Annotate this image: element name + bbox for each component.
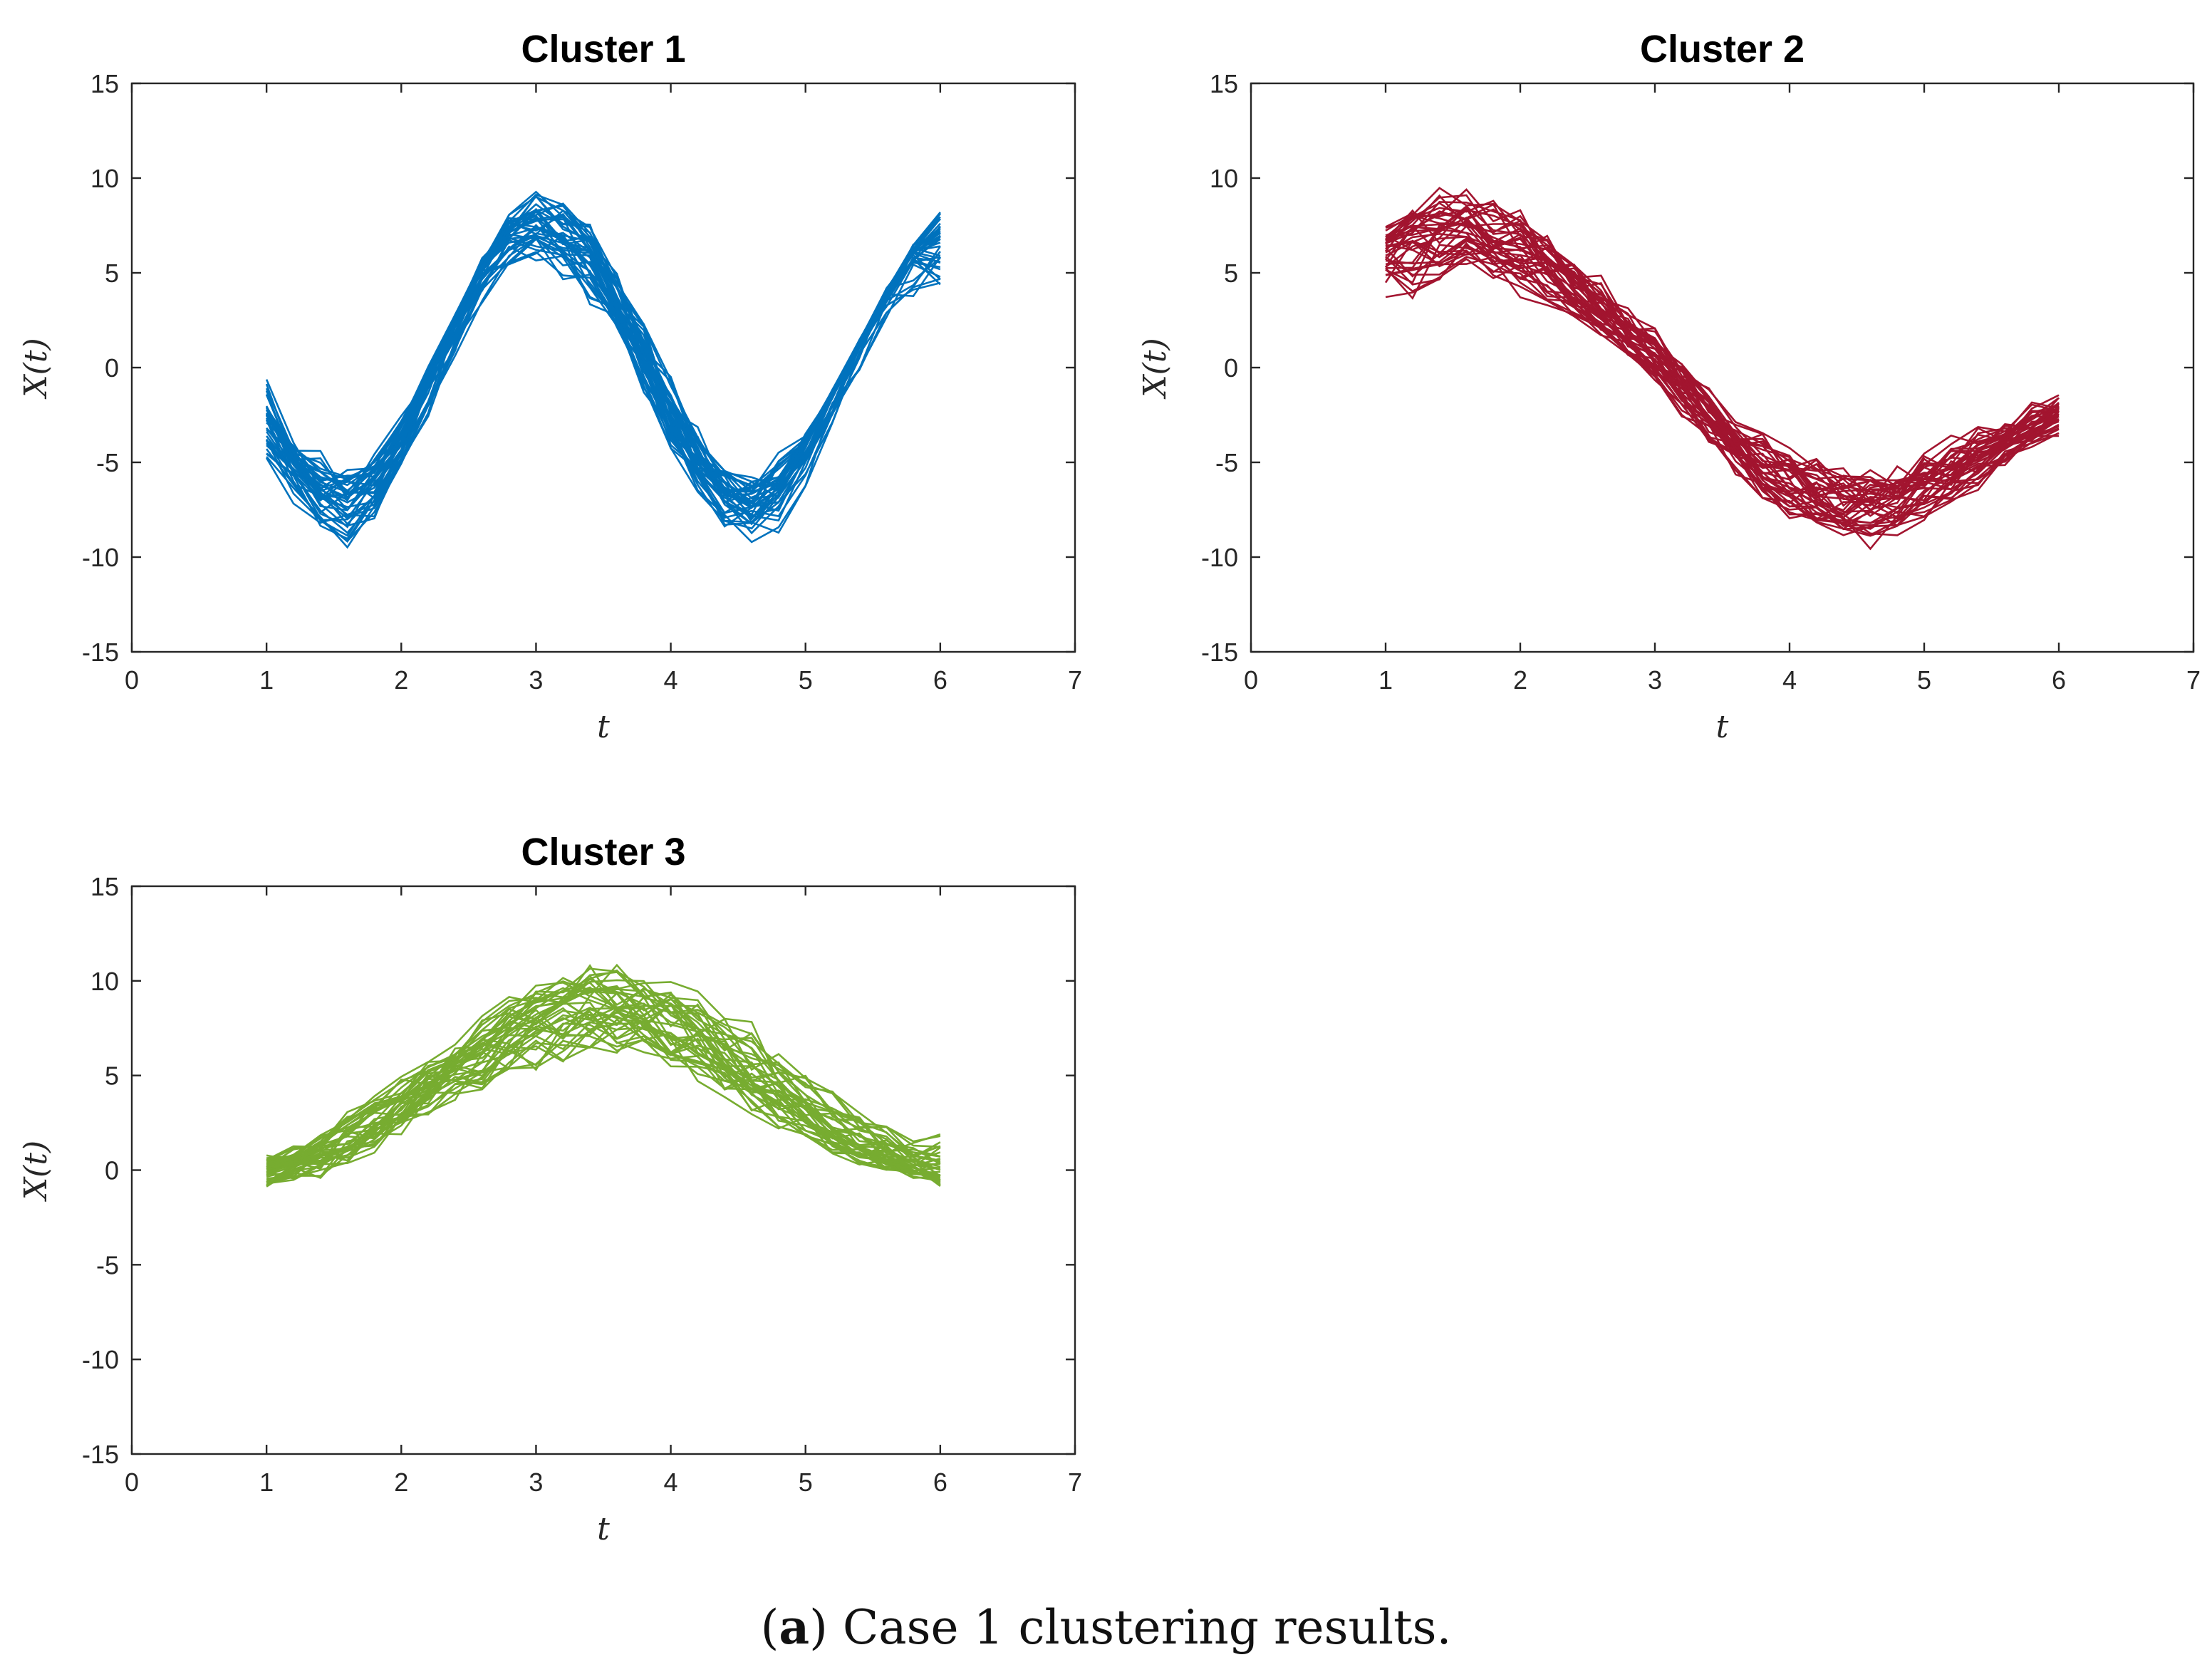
y-tick-label: 0 [105, 1156, 119, 1185]
x-tick-label: 6 [2052, 665, 2066, 695]
series-line [266, 979, 941, 1161]
x-tick-label: 1 [259, 665, 274, 695]
x-tick-label: 0 [125, 1468, 139, 1497]
x-axis-label: t [597, 1511, 610, 1547]
x-tick-label: 6 [933, 665, 947, 695]
series-line [266, 1008, 941, 1173]
y-tick-label: 10 [1210, 164, 1238, 193]
series-line [266, 190, 941, 505]
series-line [266, 1014, 940, 1185]
y-axis-label: X(t) [18, 338, 54, 399]
series-line [266, 985, 941, 1161]
x-tick-label: 0 [1244, 665, 1258, 695]
series-line [265, 204, 941, 495]
x-tick-label: 3 [529, 665, 543, 695]
x-tick-label: 5 [799, 1468, 813, 1497]
series-line [266, 222, 941, 509]
y-tick-label: 10 [90, 164, 119, 193]
cluster-2-panel: 0 1 2 3 4 5 6 7 -15 -10 -5 0 5 10 15 Cluster 2 t X(t) [1137, 28, 2201, 745]
x-tick-label: 1 [259, 1468, 274, 1497]
series-line [266, 990, 941, 1168]
y-axis-label: X(t) [1137, 338, 1173, 399]
x-axis-label: t [1716, 709, 1729, 745]
series-line [265, 195, 941, 489]
y-tick-label: -15 [82, 1440, 119, 1469]
series-line [265, 204, 941, 494]
y-tick-label: -5 [96, 1250, 119, 1279]
y-tick-label: 5 [105, 259, 119, 288]
series-line [266, 209, 941, 500]
axes-frame [1250, 82, 2195, 653]
y-tick-label: 15 [90, 69, 119, 98]
panel-title: Cluster 1 [521, 28, 685, 71]
series-line [266, 1009, 941, 1178]
series-line [1385, 256, 2060, 526]
x-tick-label: 0 [125, 665, 139, 695]
x-tick-label: 2 [1513, 665, 1527, 695]
cluster-3-panel: 0 1 2 3 4 5 6 7 -15 -10 -5 0 5 10 15 Cluster 3 t X(t) [18, 831, 1082, 1547]
series-line [1385, 223, 2060, 512]
y-tick-label: 10 [90, 967, 119, 996]
x-tick-label: 4 [664, 665, 678, 695]
panel-title: Cluster 3 [521, 831, 685, 873]
x-tick-label: 2 [394, 665, 408, 695]
x-tick-label: 1 [1378, 665, 1393, 695]
series-line [1385, 256, 2060, 551]
series-line [1385, 239, 2060, 536]
series-line [1385, 203, 2060, 489]
series-line [266, 987, 941, 1168]
x-tick-label: 4 [664, 1468, 678, 1497]
series-line [265, 194, 941, 491]
caption-label: a [779, 1599, 810, 1655]
y-tick-label: -10 [82, 1345, 119, 1374]
series-line [1385, 199, 2060, 491]
series-line [1385, 209, 2060, 497]
series-line [266, 1026, 941, 1187]
series-line [265, 194, 941, 502]
axes-frame [130, 82, 1076, 653]
series-line [1385, 235, 2060, 527]
y-tick-label: -15 [82, 638, 119, 667]
figure-caption: (a) Case 1 clustering results. [760, 1599, 1452, 1655]
series-line [265, 203, 941, 499]
y-tick-label: 15 [1210, 69, 1238, 98]
y-tick-label: 5 [105, 1061, 119, 1091]
y-axis-label: X(t) [18, 1141, 54, 1202]
cluster-1-panel: 0 1 2 3 4 5 6 7 -15 -10 -5 0 5 10 15 Cluster 1 t X(t) [18, 28, 1082, 745]
panel-title: Cluster 2 [1640, 28, 1805, 71]
series-line [1384, 239, 2060, 537]
x-tick-label: 5 [799, 665, 813, 695]
y-tick-label: 5 [1224, 259, 1238, 288]
x-tick-label: 5 [1917, 665, 1931, 695]
series-line [266, 202, 941, 483]
y-tick-label: -10 [1201, 543, 1238, 572]
y-tick-label: -5 [96, 448, 119, 477]
x-tick-label: 4 [1782, 665, 1797, 695]
series-line [266, 245, 941, 543]
y-tick-label: -10 [82, 543, 119, 572]
y-tick-label: 15 [90, 872, 119, 901]
x-tick-label: 7 [1068, 1468, 1082, 1497]
y-tick-label: 0 [105, 353, 119, 383]
x-tick-label: 6 [933, 1468, 947, 1497]
x-axis-label: t [597, 709, 610, 745]
series-line [266, 967, 941, 1170]
series-line [266, 193, 941, 505]
x-tick-label: 2 [394, 1468, 408, 1497]
series-line [1385, 258, 2060, 536]
y-tick-label: -5 [1215, 448, 1238, 477]
series-line [266, 1012, 941, 1187]
caption-text: Case 1 clustering results. [842, 1600, 1452, 1655]
y-tick-label: -15 [1201, 638, 1238, 667]
x-tick-label: 3 [1648, 665, 1662, 695]
x-tick-label: 3 [529, 1468, 543, 1497]
y-tick-label: 0 [1224, 353, 1238, 383]
x-tick-label: 7 [2186, 665, 2201, 695]
series-line [266, 987, 941, 1165]
x-tick-label: 7 [1068, 665, 1082, 695]
